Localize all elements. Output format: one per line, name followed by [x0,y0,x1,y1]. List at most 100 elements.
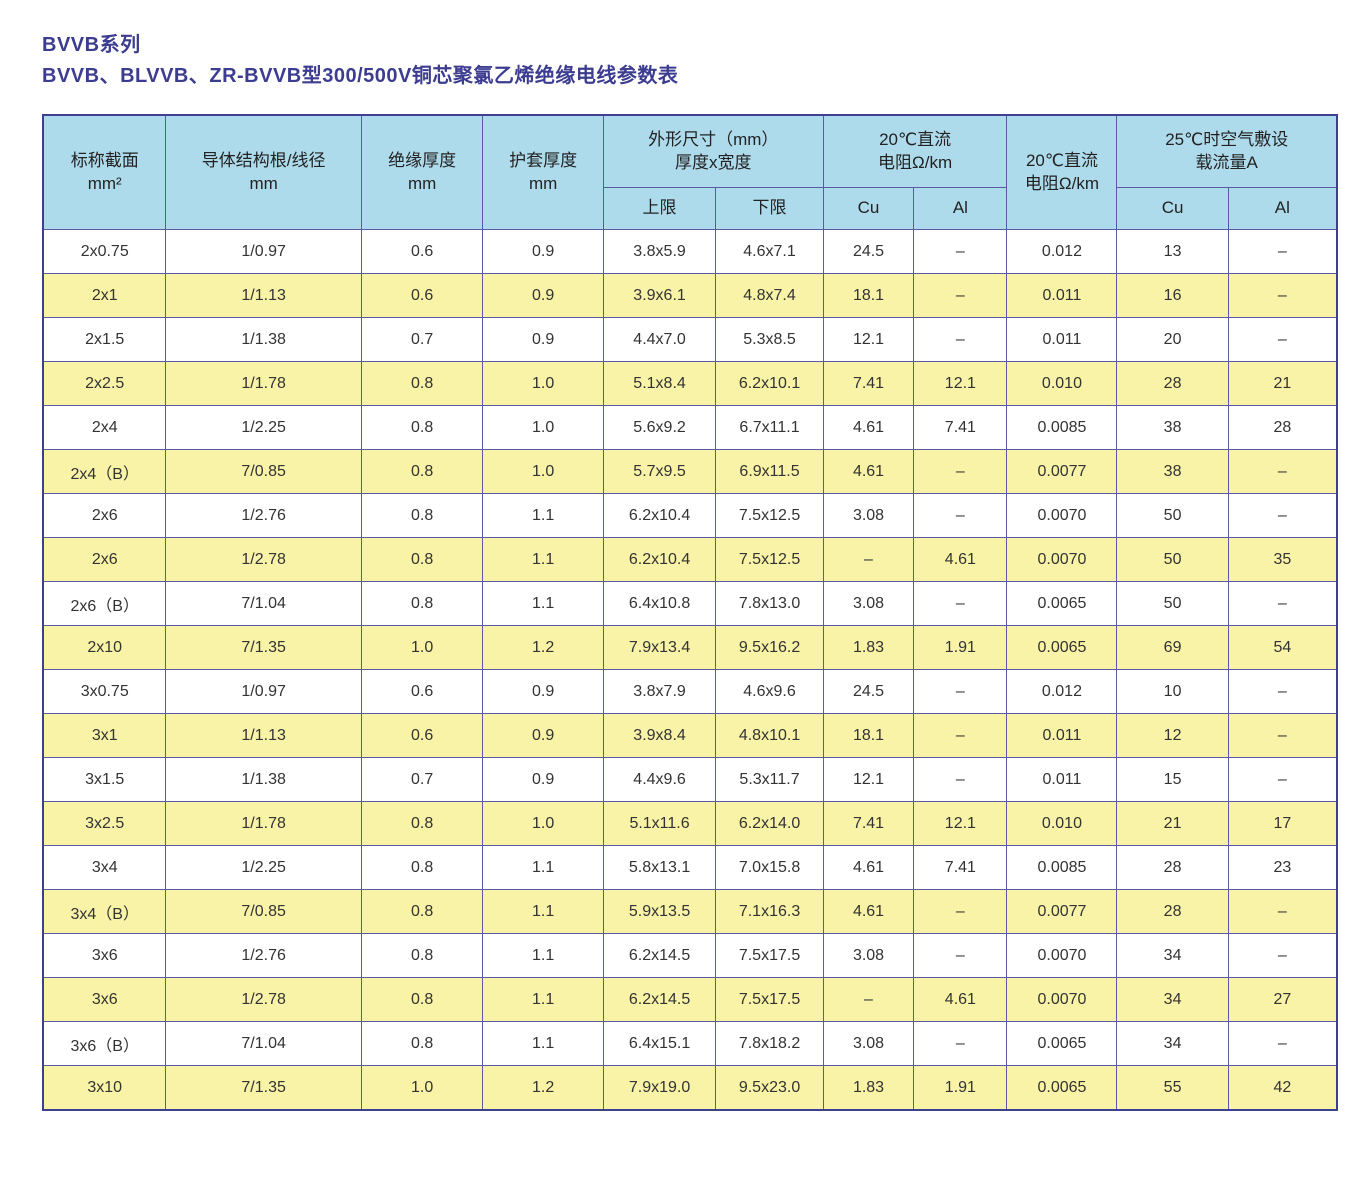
table-cell: 4.61 [822,845,915,890]
table-row: 3x1 1/1.13 0.6 0.9 3.9x8.4 4.8x10.1 18.1–0.011… [42,713,1338,758]
table-cell: 3.8x5.9 [602,229,717,274]
table-cell: 7/1.04 [165,581,362,626]
table-cell: 0.8 [360,889,484,934]
table-cell: – [913,449,1008,494]
table-cell: 0.9 [482,757,604,802]
table-cell: – [913,317,1008,362]
table-cell: 0.6 [360,229,484,274]
table-cell: 0.9 [482,713,604,758]
table-cell: 4.61 [822,405,915,450]
table-cell: 5.3x11.7 [715,757,824,802]
table-cell: 7/1.04 [165,1021,362,1066]
table-cell: 0.012 [1006,669,1118,714]
table-row: 2x6 1/2.78 0.8 1.1 6.2x10.4 7.5x12.5–4.61 0.00… [42,537,1338,582]
table-cell: 12.1 [913,361,1008,406]
table-cell: 5.1x8.4 [602,361,717,406]
table-cell: – [1227,449,1338,494]
table-cell: 1/1.38 [165,757,362,802]
table-cell: 50 [1116,493,1229,538]
table-row: 2x4 1/2.25 0.8 1.0 5.6x9.2 6.7x11.1 4.61 7.41 0.… [42,405,1338,450]
table-cell: 1.0 [482,449,604,494]
table-cell: 6.2x10.1 [715,361,824,406]
table-cell: 7/0.85 [165,889,362,934]
table-cell: 3.9x8.4 [602,713,717,758]
table-cell: 6.2x14.0 [715,801,824,846]
table-cell: 2x6（B） [42,581,167,626]
header-outer-dimensions: 外形尺寸（mm） 厚度x宽度 [602,114,824,188]
table-cell: 1/1.38 [165,317,362,362]
table-cell: 7.41 [822,801,915,846]
table-cell: 4.61 [913,537,1008,582]
table-cell: 7/1.35 [165,1065,362,1111]
table-cell: 20 [1116,317,1229,362]
table-row: 2x6（B） 7/1.04 0.8 1.1 6.4x10.8 7.8x13.0 3.08–0… [42,581,1338,626]
table-cell: 1.1 [482,845,604,890]
table-cell: 0.0085 [1006,845,1118,890]
table-cell: 0.012 [1006,229,1118,274]
table-cell: 1.1 [482,581,604,626]
table-cell: 12 [1116,713,1229,758]
table-cell: 7.5x12.5 [715,537,824,582]
table-row: 2x1 1/1.13 0.6 0.9 3.9x6.1 4.8x7.4 18.1–0.011 1… [42,273,1338,318]
table-cell: 4.6x9.6 [715,669,824,714]
table-cell: 3x6 [42,977,167,1022]
table-cell: 34 [1116,933,1229,978]
table-cell: 0.010 [1006,801,1118,846]
table-row: 3x6 1/2.78 0.8 1.1 6.2x14.5 7.5x17.5–4.61 0.00… [42,977,1338,1022]
table-cell: 3x1.5 [42,757,167,802]
table-cell: 0.8 [360,933,484,978]
table-cell: 1/2.78 [165,977,362,1022]
table-row: 3x2.5 1/1.78 0.8 1.0 5.1x11.6 6.2x14.0 7.41 12.… [42,801,1338,846]
table-cell: 2x1.5 [42,317,167,362]
table-cell: 7.8x18.2 [715,1021,824,1066]
table-cell: 0.6 [360,713,484,758]
table-cell: 0.0085 [1006,405,1118,450]
table-cell: 0.011 [1006,273,1118,318]
table-cell: 1/1.78 [165,801,362,846]
table-cell: – [822,977,915,1022]
table-cell: 1.91 [913,625,1008,670]
table-cell: – [1227,493,1338,538]
table-cell: – [1227,669,1338,714]
table-cell: – [913,713,1008,758]
table-cell: 23 [1227,845,1338,890]
table-cell: – [913,889,1008,934]
table-cell: 17 [1227,801,1338,846]
table-cell: 3.8x7.9 [602,669,717,714]
table-cell: 12.1 [822,317,915,362]
table-cell: 7.1x16.3 [715,889,824,934]
table-cell: 5.6x9.2 [602,405,717,450]
header-row-groups: 标称截面 mm² 导体结构根/线径 mm 绝缘厚度 mm 护套厚度 mm 外形尺… [42,114,1338,230]
table-cell: 0.8 [360,977,484,1022]
table-cell: – [913,757,1008,802]
table-cell: 0.6 [360,273,484,318]
table-cell: 1.2 [482,1065,604,1111]
table-cell: 1.0 [360,625,484,670]
table-cell: 0.0065 [1006,1021,1118,1066]
table-cell: 0.011 [1006,757,1118,802]
table-cell: 0.9 [482,229,604,274]
header-resistance-cu: Cu [822,187,915,230]
table-cell: – [913,273,1008,318]
table-row: 3x1.5 1/1.38 0.7 0.9 4.4x9.6 5.3x11.7 12.1–0.0… [42,757,1338,802]
header-dc-resistance-single: 20℃直流 电阻Ω/km [1006,114,1118,230]
table-cell: 5.3x8.5 [715,317,824,362]
table-cell: 12.1 [822,757,915,802]
table-cell: 4.8x10.1 [715,713,824,758]
table-cell: 3x4 [42,845,167,890]
header-nominal-section: 标称截面 mm² [42,114,167,230]
header-resistance-al: Al [913,187,1008,230]
table-cell: 0.8 [360,1021,484,1066]
table-cell: 28 [1116,889,1229,934]
header-conductor-structure: 导体结构根/线径 mm [165,114,362,230]
table-cell: 5.9x13.5 [602,889,717,934]
table-cell: 7.5x12.5 [715,493,824,538]
table-cell: 3x1 [42,713,167,758]
table-row: 2x1.5 1/1.38 0.7 0.9 4.4x7.0 5.3x8.5 12.1–0.01… [42,317,1338,362]
table-cell: 1.0 [482,405,604,450]
table-cell: 7/1.35 [165,625,362,670]
title-block: BVVB系列 BVVB、BLVVB、ZR-BVVB型300/500V铜芯聚氯乙烯… [42,30,1338,92]
table-cell: 4.8x7.4 [715,273,824,318]
table-cell: 1.1 [482,1021,604,1066]
table-cell: 7.8x13.0 [715,581,824,626]
